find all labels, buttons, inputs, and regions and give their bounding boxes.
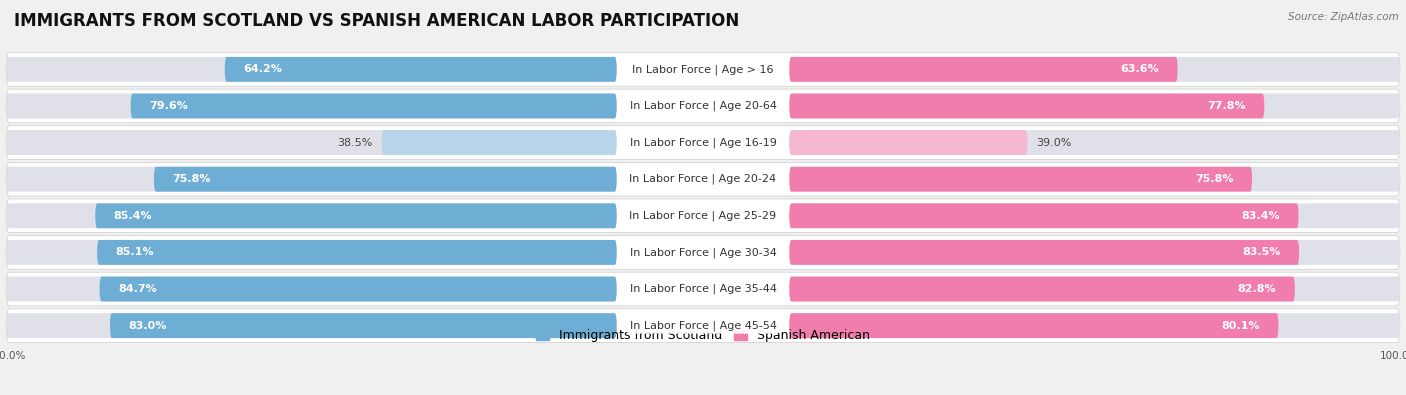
FancyBboxPatch shape <box>6 126 1400 160</box>
Text: 64.2%: 64.2% <box>243 64 283 74</box>
FancyBboxPatch shape <box>6 199 1400 233</box>
FancyBboxPatch shape <box>6 240 617 265</box>
FancyBboxPatch shape <box>789 240 1299 265</box>
FancyBboxPatch shape <box>100 276 617 301</box>
Text: In Labor Force | Age 20-24: In Labor Force | Age 20-24 <box>630 174 776 184</box>
FancyBboxPatch shape <box>110 313 617 338</box>
Text: 83.4%: 83.4% <box>1241 211 1279 221</box>
Text: 63.6%: 63.6% <box>1121 64 1159 74</box>
Text: 85.1%: 85.1% <box>115 247 155 258</box>
FancyBboxPatch shape <box>6 162 1400 196</box>
Text: 39.0%: 39.0% <box>1036 137 1071 148</box>
FancyBboxPatch shape <box>381 130 617 155</box>
FancyBboxPatch shape <box>6 276 617 301</box>
Text: 83.0%: 83.0% <box>128 321 167 331</box>
Text: 75.8%: 75.8% <box>173 174 211 184</box>
FancyBboxPatch shape <box>789 167 1253 192</box>
FancyBboxPatch shape <box>789 94 1400 118</box>
FancyBboxPatch shape <box>131 94 617 118</box>
FancyBboxPatch shape <box>789 313 1278 338</box>
FancyBboxPatch shape <box>6 130 617 155</box>
FancyBboxPatch shape <box>6 313 617 338</box>
FancyBboxPatch shape <box>97 240 617 265</box>
FancyBboxPatch shape <box>153 167 617 192</box>
Text: 100.0%: 100.0% <box>1381 351 1406 361</box>
Text: In Labor Force | Age 16-19: In Labor Force | Age 16-19 <box>630 137 776 148</box>
Text: 100.0%: 100.0% <box>0 351 25 361</box>
Text: IMMIGRANTS FROM SCOTLAND VS SPANISH AMERICAN LABOR PARTICIPATION: IMMIGRANTS FROM SCOTLAND VS SPANISH AMER… <box>14 12 740 30</box>
FancyBboxPatch shape <box>6 309 1400 342</box>
Text: 38.5%: 38.5% <box>337 137 373 148</box>
Text: 80.1%: 80.1% <box>1222 321 1260 331</box>
FancyBboxPatch shape <box>6 203 617 228</box>
FancyBboxPatch shape <box>789 57 1400 82</box>
FancyBboxPatch shape <box>789 276 1400 301</box>
Text: 82.8%: 82.8% <box>1237 284 1277 294</box>
FancyBboxPatch shape <box>789 130 1028 155</box>
FancyBboxPatch shape <box>96 203 617 228</box>
FancyBboxPatch shape <box>789 276 1295 301</box>
Text: In Labor Force | Age 35-44: In Labor Force | Age 35-44 <box>630 284 776 294</box>
Text: 84.7%: 84.7% <box>118 284 157 294</box>
FancyBboxPatch shape <box>6 53 1400 86</box>
FancyBboxPatch shape <box>789 240 1400 265</box>
Text: In Labor Force | Age 25-29: In Labor Force | Age 25-29 <box>630 211 776 221</box>
Text: Source: ZipAtlas.com: Source: ZipAtlas.com <box>1288 12 1399 22</box>
FancyBboxPatch shape <box>6 235 1400 269</box>
Text: 85.4%: 85.4% <box>114 211 152 221</box>
Text: 79.6%: 79.6% <box>149 101 188 111</box>
Text: 83.5%: 83.5% <box>1243 247 1281 258</box>
Legend: Immigrants from Scotland, Spanish American: Immigrants from Scotland, Spanish Americ… <box>531 324 875 347</box>
FancyBboxPatch shape <box>6 57 617 82</box>
Text: In Labor Force | Age 30-34: In Labor Force | Age 30-34 <box>630 247 776 258</box>
FancyBboxPatch shape <box>6 167 617 192</box>
FancyBboxPatch shape <box>789 203 1299 228</box>
FancyBboxPatch shape <box>789 130 1400 155</box>
FancyBboxPatch shape <box>6 89 1400 123</box>
FancyBboxPatch shape <box>789 313 1400 338</box>
FancyBboxPatch shape <box>789 94 1264 118</box>
Text: In Labor Force | Age > 16: In Labor Force | Age > 16 <box>633 64 773 75</box>
Text: In Labor Force | Age 45-54: In Labor Force | Age 45-54 <box>630 320 776 331</box>
FancyBboxPatch shape <box>789 167 1400 192</box>
Text: In Labor Force | Age 20-64: In Labor Force | Age 20-64 <box>630 101 776 111</box>
FancyBboxPatch shape <box>6 94 617 118</box>
FancyBboxPatch shape <box>6 272 1400 306</box>
Text: 75.8%: 75.8% <box>1195 174 1233 184</box>
FancyBboxPatch shape <box>225 57 617 82</box>
FancyBboxPatch shape <box>789 203 1400 228</box>
Text: 77.8%: 77.8% <box>1208 101 1246 111</box>
FancyBboxPatch shape <box>789 57 1178 82</box>
